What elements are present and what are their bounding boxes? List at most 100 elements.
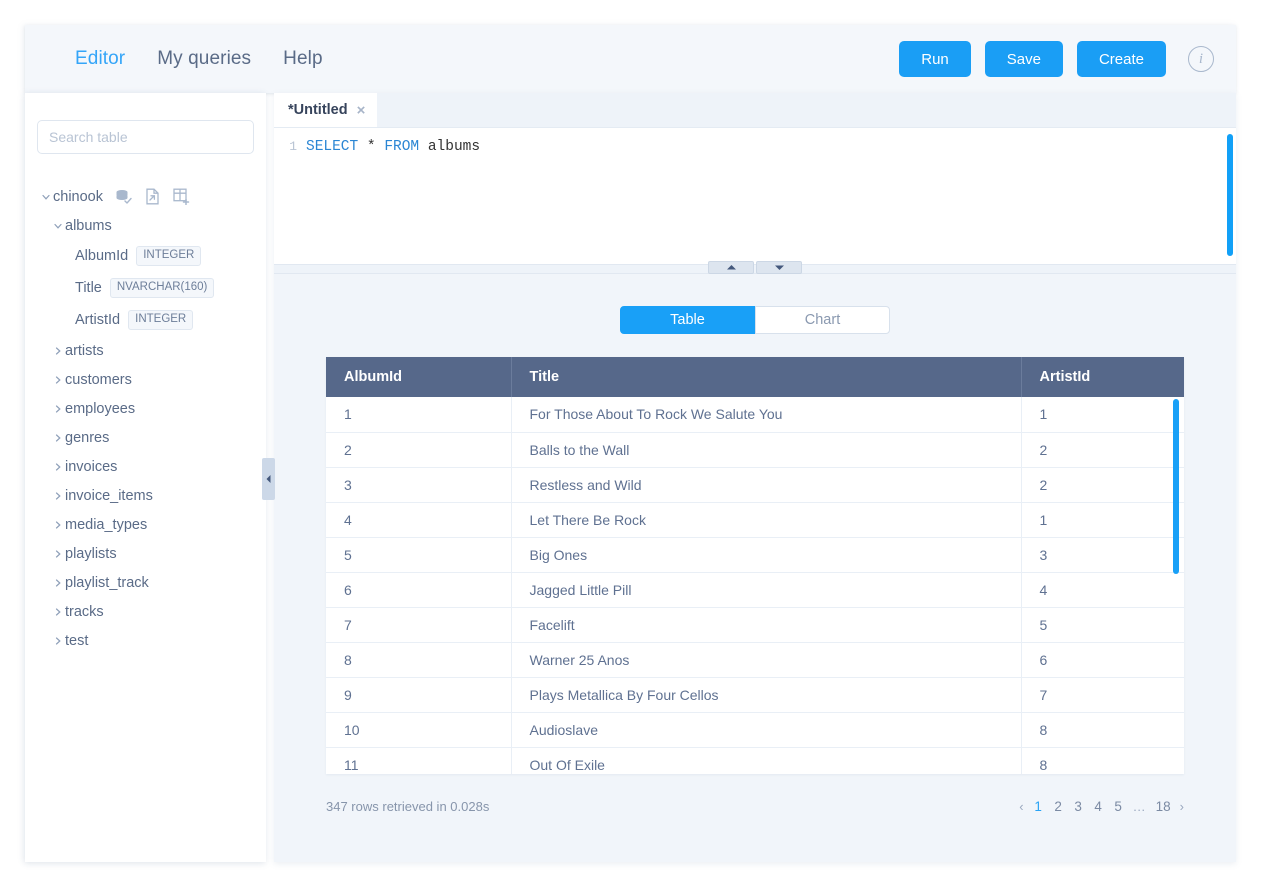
chevron-down-icon[interactable] — [39, 192, 53, 202]
main-panel: *Untitled × 1 SELECT * FROM albums — [274, 93, 1236, 862]
pagination-page-5[interactable]: 5 — [1114, 799, 1122, 814]
tab-table[interactable]: Table — [620, 306, 755, 334]
chevron-down-icon[interactable] — [51, 221, 65, 231]
cell-artistid: 2 — [1021, 432, 1184, 468]
database-check-icon[interactable] — [115, 188, 132, 205]
cell-albumid: 7 — [326, 607, 512, 643]
cell-albumid: 1 — [326, 397, 512, 433]
cell-artistid: 8 — [1021, 712, 1184, 748]
sql-keyword-select: SELECT — [306, 139, 359, 155]
column-header-albumid[interactable]: AlbumId — [326, 357, 512, 397]
editor-tab-untitled[interactable]: *Untitled × — [274, 93, 378, 127]
tab-chart[interactable]: Chart — [755, 306, 890, 334]
cell-albumid: 2 — [326, 432, 512, 468]
cell-title: Facelift — [511, 607, 1022, 643]
create-button[interactable]: Create — [1076, 41, 1166, 77]
tree-item-column-artistid[interactable]: ArtistId INTEGER — [39, 304, 266, 336]
chevron-right-icon[interactable] — [51, 636, 65, 646]
table-row[interactable]: 3 Restless and Wild 2 — [326, 467, 1184, 503]
tree-item-table-playlists[interactable]: playlists — [39, 539, 266, 568]
nav-item-help[interactable]: Help — [283, 48, 323, 69]
sql-star: * — [366, 139, 376, 155]
code-content: SELECT * FROM albums — [306, 139, 480, 155]
table-row[interactable]: 1 For Those About To Rock We Salute You … — [326, 397, 1184, 433]
table-row[interactable]: 6 Jagged Little Pill 4 — [326, 572, 1184, 608]
run-button[interactable]: Run — [899, 41, 971, 77]
tree-item-table-tracks[interactable]: tracks — [39, 597, 266, 626]
table-row[interactable]: 8 Warner 25 Anos 6 — [326, 642, 1184, 678]
tree-item-column-albumid[interactable]: AlbumId INTEGER — [39, 240, 266, 272]
column-type-badge: NVARCHAR(160) — [109, 278, 215, 298]
column-header-artistid[interactable]: ArtistId — [1021, 357, 1184, 397]
collapse-sidebar-handle[interactable] — [262, 458, 275, 500]
tree-item-database-chinook[interactable]: chinook — [39, 182, 266, 211]
expand-editor-button[interactable] — [756, 261, 802, 274]
cell-albumid: 11 — [326, 747, 512, 774]
tree-item-table-albums[interactable]: albums — [39, 211, 266, 240]
search-input[interactable] — [37, 120, 254, 154]
pagination-page-last[interactable]: 18 — [1155, 799, 1171, 814]
info-icon[interactable]: i — [1188, 46, 1214, 72]
table-row[interactable]: 4 Let There Be Rock 1 — [326, 502, 1184, 538]
chevron-right-icon[interactable] — [51, 404, 65, 414]
results-table-container: AlbumId Title ArtistId 1 For Those About… — [326, 357, 1184, 774]
chevron-right-icon[interactable] — [51, 491, 65, 501]
tree-item-table-genres[interactable]: genres — [39, 423, 266, 452]
results-table-scrollbar[interactable] — [1173, 399, 1179, 574]
chevron-right-icon[interactable] — [51, 520, 65, 530]
collapse-editor-button[interactable] — [708, 261, 754, 274]
cell-albumid: 10 — [326, 712, 512, 748]
cell-artistid: 2 — [1021, 467, 1184, 503]
tree-item-table-artists[interactable]: artists — [39, 336, 266, 365]
table-row[interactable]: 5 Big Ones 3 — [326, 537, 1184, 573]
table-row[interactable]: 11 Out Of Exile 8 — [326, 747, 1184, 774]
tree-item-table-playlist-track[interactable]: playlist_track — [39, 568, 266, 597]
chevron-right-icon[interactable] — [51, 346, 65, 356]
table-row[interactable]: 9 Plays Metallica By Four Cellos 7 — [326, 677, 1184, 713]
pagination-page-4[interactable]: 4 — [1094, 799, 1102, 814]
chevron-right-icon[interactable] — [51, 433, 65, 443]
save-button[interactable]: Save — [984, 41, 1063, 77]
tree-item-table-invoices[interactable]: invoices — [39, 452, 266, 481]
nav-item-my-queries[interactable]: My queries — [157, 48, 252, 69]
table-row[interactable]: 7 Facelift 5 — [326, 607, 1184, 643]
column-name-label: AlbumId — [75, 248, 129, 264]
tree-item-table-employees[interactable]: employees — [39, 394, 266, 423]
cell-title: Warner 25 Anos — [511, 642, 1022, 678]
pagination-page-1[interactable]: 1 — [1034, 799, 1042, 814]
chevron-right-icon[interactable] — [51, 462, 65, 472]
table-name-label: playlist_track — [65, 574, 149, 591]
pagination-page-3[interactable]: 3 — [1074, 799, 1082, 814]
add-table-icon[interactable] — [173, 188, 190, 205]
table-row[interactable]: 2 Balls to the Wall 2 — [326, 432, 1184, 468]
nav-item-editor[interactable]: Editor — [75, 48, 126, 69]
close-icon[interactable]: × — [356, 101, 366, 119]
tree-item-column-title[interactable]: Title NVARCHAR(160) — [39, 272, 266, 304]
column-header-title[interactable]: Title — [511, 357, 1022, 397]
results-table-body: 1 For Those About To Rock We Salute You … — [326, 397, 1184, 774]
table-row[interactable]: 10 Audioslave 8 — [326, 712, 1184, 748]
editor-results-splitter[interactable] — [274, 261, 1236, 274]
pagination-ellipsis: … — [1132, 799, 1147, 814]
chevron-right-icon[interactable] — [51, 578, 65, 588]
chevron-right-icon[interactable] — [51, 607, 65, 617]
pagination-prev[interactable]: ‹ — [1019, 799, 1024, 814]
cell-title: Restless and Wild — [511, 467, 1022, 503]
chevron-right-icon[interactable] — [51, 375, 65, 385]
tree-item-table-media-types[interactable]: media_types — [39, 510, 266, 539]
cell-artistid: 1 — [1021, 397, 1184, 433]
tree-item-table-test[interactable]: test — [39, 626, 266, 655]
cell-artistid: 4 — [1021, 572, 1184, 608]
pagination-next[interactable]: › — [1179, 799, 1184, 814]
tree-item-table-customers[interactable]: customers — [39, 365, 266, 394]
sql-code-editor[interactable]: 1 SELECT * FROM albums — [274, 128, 1236, 264]
chevron-right-icon[interactable] — [51, 549, 65, 559]
cell-title: Out Of Exile — [511, 747, 1022, 774]
pagination-page-2[interactable]: 2 — [1054, 799, 1062, 814]
main-navigation: Editor My queries Help — [75, 48, 323, 70]
file-export-icon[interactable] — [145, 188, 160, 205]
tree-item-table-invoice-items[interactable]: invoice_items — [39, 481, 266, 510]
table-header-row: AlbumId Title ArtistId — [326, 357, 1184, 397]
results-footer: 347 rows retrieved in 0.028s ‹ 1 2 3 4 5… — [274, 799, 1236, 814]
editor-scrollbar[interactable] — [1227, 134, 1233, 256]
